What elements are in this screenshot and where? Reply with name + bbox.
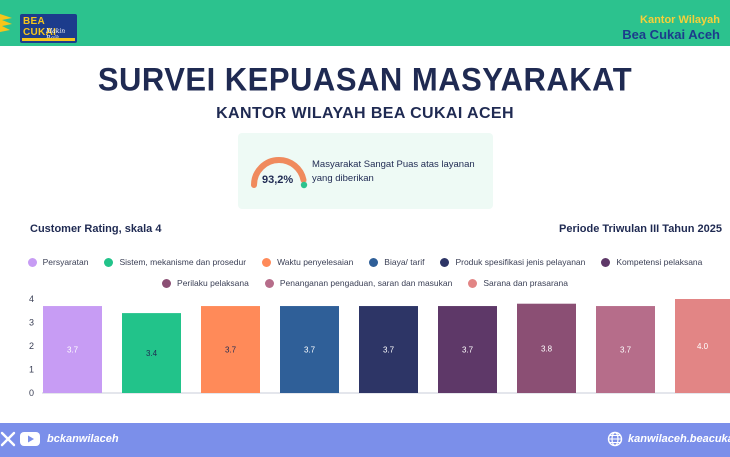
footer-bar: bckanwilaceh kanwilaceh.beacukai [0, 423, 730, 457]
legend-item: Perilaku pelaksana [162, 278, 249, 288]
legend-item: Penanganan pengaduan, saran dan masukan [264, 278, 453, 288]
rating-label: Customer Rating, skala 4 [30, 223, 162, 235]
legend-label: Biaya/ tarif [384, 257, 425, 267]
legend-swatch [440, 257, 450, 267]
legend-swatch [27, 257, 37, 267]
bar [43, 306, 102, 393]
legend-item: Sistem, mekanisme dan prosedur [104, 257, 246, 267]
bar [517, 303, 576, 393]
legend-label: Sarana dan prasarana [483, 278, 568, 288]
bar-value-label: 3.8 [541, 344, 553, 353]
legend-row-1: Persyaratan Sistem, mekanisme dan prosedu… [0, 257, 730, 267]
wing-icon [0, 14, 12, 32]
bar-value-label: 3.7 [462, 346, 474, 355]
periode-label: Periode Triwulan III Tahun 2025 [558, 223, 722, 235]
bar [675, 299, 730, 393]
legend-swatch [262, 257, 272, 267]
legend-swatch [601, 257, 611, 267]
bar-value-label: 3.7 [620, 346, 632, 355]
bea-cukai-logo: BEA CUKAI Makin Baik [20, 14, 77, 43]
y-tick-label: 1 [29, 365, 34, 375]
logo-stripe [22, 38, 75, 41]
bar [359, 306, 418, 393]
footer-website: kanwilaceh.beacukai [607, 431, 730, 447]
page-subtitle: KANTOR WILAYAH BEA CUKAI ACEH [216, 105, 514, 122]
page-title: SURVEI KEPUASAN MASYARAKAT [97, 61, 633, 98]
satisfaction-text: Masyarakat Sangat Puas atas layanan yang… [312, 159, 475, 184]
legend-label: Produk spesifikasi jenis pelayanan [455, 257, 586, 267]
bar [280, 306, 339, 393]
legend-label: Persyaratan [42, 257, 89, 267]
bar [596, 306, 655, 393]
bar [438, 306, 497, 393]
logo-title: BEA CUKAI [23, 16, 57, 38]
legend-swatch [162, 278, 172, 288]
youtube-icon [20, 432, 40, 446]
footer-website-text: kanwilaceh.beacukai [628, 433, 730, 445]
kanwil-line2: Bea Cukai Aceh [622, 27, 720, 42]
bar-value-label: 3.7 [304, 346, 316, 355]
satisfaction-card: 93,2% Masyarakat Sangat Puas atas layana… [238, 133, 493, 209]
legend-item: Produk spesifikasi jenis pelayanan [440, 257, 585, 267]
legend-item: Persyaratan [27, 257, 89, 267]
legend-swatch [468, 278, 478, 288]
y-tick-label: 2 [29, 341, 34, 351]
legend-label: Waktu penyelesaian [277, 257, 354, 267]
legend-label: Perilaku pelaksana [177, 278, 249, 288]
y-tick-label: 4 [29, 294, 34, 304]
header-bar: BEA CUKAI Makin Baik Kantor Wilayah Bea … [0, 0, 730, 46]
bar [122, 313, 181, 393]
bar-value-label: 3.7 [225, 346, 237, 355]
legend-item: Waktu penyelesaian [262, 257, 353, 267]
legend-item: Biaya/ tarif [369, 257, 424, 267]
bar-value-label: 3.7 [67, 346, 79, 355]
footer-social: bckanwilaceh [0, 431, 119, 447]
legend-swatch [104, 257, 114, 267]
kanwil-line1: Kantor Wilayah [640, 14, 720, 26]
bar-chart: 0 1 2 3 4 3.7 3.4 3.7 3.7 3.7 3.7 3.8 3.7 4.0 [29, 294, 730, 398]
gauge-icon [251, 157, 308, 189]
legend-row-2: Perilaku pelaksana Penanganan pengaduan, … [0, 278, 730, 288]
x-icon [0, 431, 16, 447]
bar-value-label: 4.0 [697, 342, 709, 351]
satisfaction-percent: 93,2% [262, 174, 294, 186]
bar-value-label: 3.4 [146, 349, 158, 358]
legend-swatch [369, 257, 379, 267]
bar-value-label: 3.7 [383, 346, 395, 355]
globe-icon [607, 431, 623, 447]
kanwil-label: Kantor Wilayah Bea Cukai Aceh [622, 14, 720, 42]
legend-label: Penanganan pengaduan, saran dan masukan [279, 278, 453, 288]
legend-item: Sarana dan prasarana [468, 278, 568, 288]
legend-swatch [264, 278, 274, 288]
y-tick-label: 3 [29, 318, 34, 328]
y-tick-label: 0 [29, 388, 34, 398]
legend-item: Kompetensi pelaksana [601, 257, 702, 267]
legend-label: Kompetensi pelaksana [616, 257, 703, 267]
footer-handle: bckanwilaceh [47, 433, 119, 445]
legend-label: Sistem, mekanisme dan prosedur [119, 257, 247, 267]
bar [201, 306, 260, 393]
